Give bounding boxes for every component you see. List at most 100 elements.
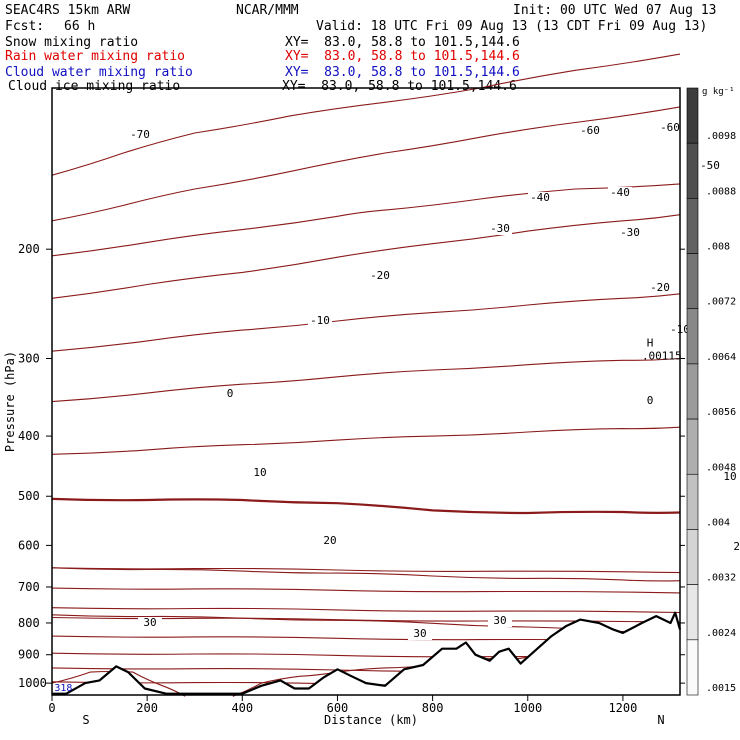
isotherm-label: -30: [490, 222, 510, 235]
plot-frame: [51, 87, 681, 696]
x-tick-label: 1200: [608, 701, 637, 715]
colorbar-label: .0048: [706, 462, 736, 473]
x-tick-label: 600: [327, 701, 349, 715]
colorbar-segment: [686, 473, 699, 530]
isotherm-line: [51, 567, 681, 582]
field-rain-name: Rain water mixing ratio: [5, 49, 186, 64]
forecast-label: Fcst:: [5, 19, 45, 34]
isotherm-label: 30: [143, 616, 156, 629]
x-tick-label: 400: [231, 701, 253, 715]
forecast-hours: 66 h: [64, 19, 96, 34]
terrain-profile: H.00115 318: [52, 337, 682, 695]
isotherm-line-unlabeled: [51, 587, 681, 594]
x-tick-label: 200: [136, 701, 158, 715]
isotherm-label: 20: [733, 540, 740, 553]
y-tick-label: 700: [18, 580, 40, 594]
isotherm-label: 30: [413, 627, 426, 640]
y-tick-label: 300: [18, 352, 40, 366]
isotherm-label: 0: [647, 394, 654, 407]
isotherm-label: -70: [130, 128, 150, 141]
chart-annotation: H: [647, 337, 654, 350]
isotherm-label: 0: [227, 387, 234, 400]
colorbar-label: .008: [706, 242, 730, 253]
colorbar-segment: [686, 529, 699, 585]
isotherm-label-bg: [658, 122, 682, 134]
colorbar-unit: g kg⁻¹: [702, 87, 735, 97]
isotherm-label: -20: [650, 281, 670, 294]
isotherm-line: [232, 664, 433, 697]
colorbar-segment: [686, 363, 699, 420]
isotherm-label: -40: [610, 186, 630, 199]
isotherm-label-bg: [638, 395, 662, 407]
isotherm-line: [51, 670, 186, 697]
isotherm-label-bg: [608, 187, 632, 199]
colorbar-segment: [686, 639, 699, 696]
isotherm-label: -30: [620, 226, 640, 239]
y-tick-label: 800: [18, 616, 40, 630]
valid-time: Valid: 18 UTC Fri 09 Aug 13 (13 CDT Fri …: [316, 19, 708, 34]
org-label: NCAR/MMM: [236, 3, 299, 18]
isotherm-label-bg: [578, 125, 602, 137]
terrain-fill: [52, 612, 680, 695]
y-tick-label: 1000: [18, 676, 47, 690]
isotherm-label-bg: [318, 535, 342, 547]
init-time: Init: 00 UTC Wed 07 Aug 13: [513, 3, 717, 18]
colorbar: .0098 .0088 .008 .0072 .0064 .0056 .0048 .004 .0…: [686, 87, 736, 696]
colorbar-label: .0015: [706, 683, 736, 694]
isotherm-label-bg: [718, 471, 740, 483]
field-snow-name: Snow mixing ratio: [5, 35, 139, 50]
isotherm-contours: -70 -60 -60-50-40 -40-30 -30-20-20-10-100010…: [51, 53, 740, 697]
isotherm-label-bg: [528, 192, 552, 204]
y-tick-label: 600: [18, 538, 40, 552]
plot-border: [51, 87, 681, 696]
y-tick-label: 200: [18, 242, 40, 256]
isotherm-label-bg: [488, 615, 512, 627]
chart-annotation: .00115: [642, 349, 682, 362]
isotherm-label-bg: [218, 388, 242, 400]
terrain-line: [52, 611, 682, 695]
field-cloudice-xy: XY= 83.0, 58.8 to 101.5,144.6: [282, 79, 517, 94]
isotherm-label: -50: [700, 159, 720, 172]
y-tick-label: 500: [18, 489, 40, 503]
colorbar-segment: [686, 198, 699, 254]
field-cloudice-name: Cloud ice mixing ratio: [8, 79, 181, 94]
chart-annotation: 318: [54, 683, 72, 694]
isotherm-line: [51, 53, 681, 176]
colorbar-segment: [686, 142, 699, 199]
isotherm-line: [51, 426, 681, 455]
isotherm-label: 10: [253, 466, 266, 479]
field-cloudwater-name: Cloud water mixing ratio: [5, 65, 193, 80]
isotherm-label-bg: [248, 467, 272, 479]
x-tick-label: 0: [48, 701, 55, 715]
colorbar-label: .0032: [706, 573, 736, 584]
isotherm-label: -60: [580, 124, 600, 137]
isotherm-line-unlabeled: [51, 567, 681, 574]
isotherm-label-bg: [698, 160, 722, 172]
isotherm-line-unlabeled: [51, 607, 681, 614]
isotherm-line: [51, 106, 681, 222]
colorbar-label: .0072: [706, 297, 736, 308]
isotherm-label: -60: [660, 121, 680, 134]
colorbar-segment: [686, 418, 699, 475]
south-label: S: [82, 713, 89, 727]
colorbar-label: .0056: [706, 407, 736, 418]
isotherm-label-bg: [488, 223, 512, 235]
isotherm-line: [51, 497, 681, 515]
isotherm-label-bg: [138, 617, 162, 629]
colorbar-label: .0098: [706, 131, 736, 142]
isotherm-label-bg: [308, 315, 332, 327]
isotherm-label-bg: [648, 282, 672, 294]
x-axis-title: Distance (km): [324, 713, 418, 727]
colorbar-segment: [686, 584, 699, 641]
colorbar-label: .0064: [706, 352, 736, 363]
colorbar-label: .0088: [706, 186, 736, 197]
field-cloudwater-xy: XY= 83.0, 58.8 to 101.5,144.6: [285, 65, 520, 80]
x-tick-label: 800: [422, 701, 444, 715]
colorbar-segment: [686, 253, 699, 310]
field-snow-xy: XY= 83.0, 58.8 to 101.5,144.6: [285, 35, 520, 50]
isotherm-label-bg: [728, 541, 740, 553]
colorbar-label: .004: [706, 517, 730, 528]
colorbar-segment: [686, 87, 699, 144]
